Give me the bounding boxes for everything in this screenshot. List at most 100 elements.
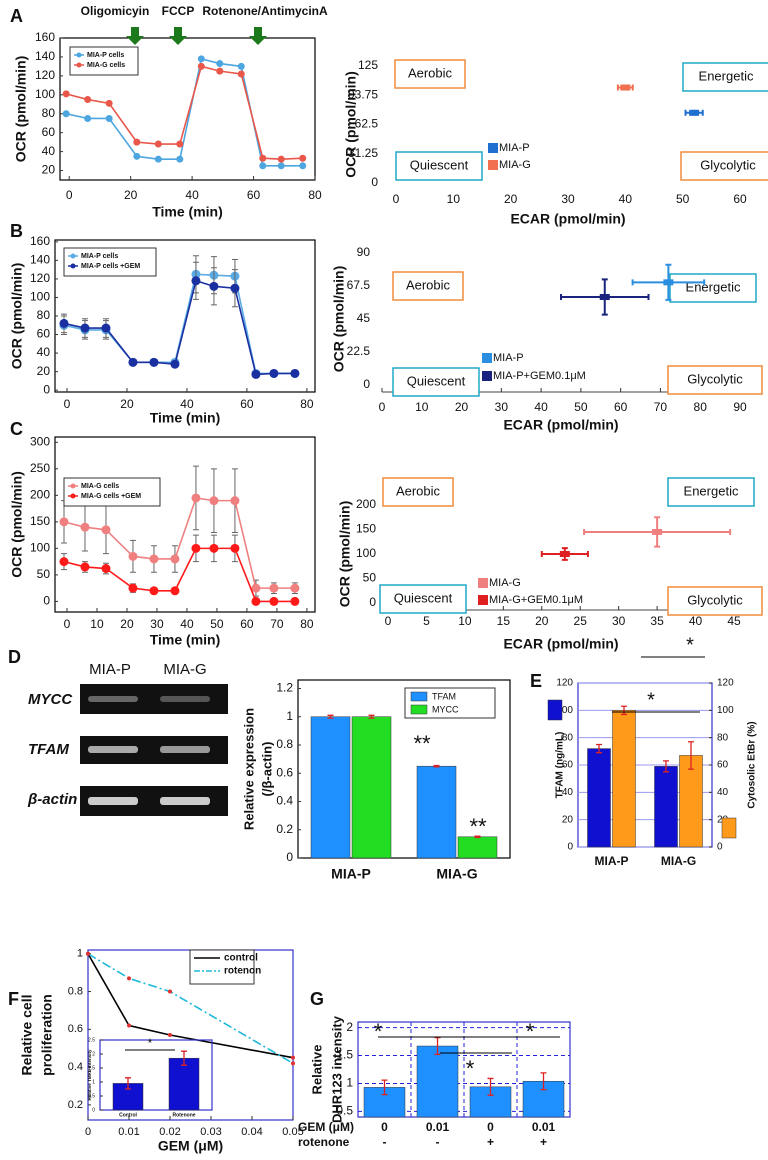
y-tick-label: 22.5 <box>347 344 371 358</box>
row-value: + <box>487 1135 494 1149</box>
data-point <box>86 951 90 956</box>
data-point <box>128 583 138 593</box>
y-tick-label: 93.75 <box>348 87 378 101</box>
x-tick-label: MIA-G <box>661 854 696 868</box>
series-line <box>63 279 295 376</box>
series-line <box>63 547 295 603</box>
y-tick-label: 80 <box>42 106 56 120</box>
legend-swatch <box>488 160 498 170</box>
x-axis-label: GEM (μM) <box>158 1138 223 1154</box>
data-point <box>689 109 700 116</box>
quadrant-label: Glycolytic <box>700 157 756 172</box>
y-tick-label: 60 <box>562 760 574 771</box>
data-point <box>599 294 610 300</box>
y-tick-label: 0 <box>286 850 293 864</box>
x-tick-label: 10 <box>415 400 429 414</box>
y-axis-label: proliferation <box>39 994 55 1076</box>
data-point <box>290 368 300 378</box>
y-tick-label: 1.5 <box>336 1048 353 1062</box>
data-point <box>269 583 279 593</box>
x-tick-label: 80 <box>308 188 322 202</box>
y-axis-label: OCR (pmol/min) <box>331 266 347 373</box>
data-point <box>80 562 90 572</box>
y-tick-label: 125 <box>358 58 378 72</box>
x-tick-label: 10 <box>447 192 461 206</box>
annotation: * <box>466 1056 475 1081</box>
y-tick-label: 0.2 <box>276 822 293 836</box>
x-tick-label: MIA-P <box>331 866 371 882</box>
y-tick-label: 0 <box>363 377 370 391</box>
data-point <box>259 162 267 170</box>
axis-color-key <box>721 817 737 839</box>
quadrant-box <box>379 584 467 614</box>
quadrant-label: Glycolytic <box>687 371 743 386</box>
quadrant-label: Aerobic <box>408 65 453 80</box>
legend-label: MIA-G cells <box>81 483 119 490</box>
error-bar <box>487 1077 494 1096</box>
series-line <box>63 497 295 589</box>
data-point <box>290 596 300 606</box>
legend-label: MYCC <box>432 704 459 714</box>
legend-label: MIA-G cells <box>87 62 125 69</box>
row-label: GEM (μM) <box>298 1120 354 1134</box>
quadrant-label: Aerobic <box>396 483 441 498</box>
annotation: * <box>148 1036 153 1050</box>
y-tick-label: 1.2 <box>276 681 293 695</box>
injection-arrow <box>169 27 187 45</box>
y-tick-label: 20 <box>562 814 574 825</box>
x-tick-label: 30 <box>150 617 164 631</box>
data-point <box>209 543 219 553</box>
legend-swatch <box>482 353 492 363</box>
legend-label: MIA-G cells +GEM <box>81 493 141 500</box>
y-tick-label: 120 <box>30 271 50 285</box>
y-tick-label: 2 <box>92 1051 95 1057</box>
data-point <box>237 70 245 78</box>
y-tick-label: 100 <box>30 541 50 555</box>
data-point <box>197 62 205 70</box>
legend-label: control <box>224 953 258 964</box>
data-point <box>291 1061 295 1066</box>
x-tick-label: 40 <box>534 400 548 414</box>
legend-label: MIA-P cells <box>87 52 124 59</box>
legend-label: rotenon <box>224 966 261 977</box>
data-point <box>652 528 663 535</box>
data-point <box>170 554 180 564</box>
legend-label: MIA-G <box>489 577 521 589</box>
legend-label: MIA-P cells <box>81 253 118 260</box>
y-tick-label: 0.4 <box>276 794 293 808</box>
data-point <box>128 551 138 561</box>
data-point <box>168 989 172 994</box>
data-point <box>62 110 70 118</box>
y-tick-label: 0.5 <box>88 1093 95 1099</box>
data-point <box>80 522 90 532</box>
y-tick-label: 0 <box>567 842 573 853</box>
quadrant-box <box>392 271 464 301</box>
bar <box>310 716 351 859</box>
y-tick-label: 40 <box>562 787 574 798</box>
panel-label: D <box>8 647 21 667</box>
data-point <box>191 276 201 286</box>
gel-gene-label: TFAM <box>28 741 69 758</box>
y-tick-label: 40 <box>717 787 729 798</box>
legend-swatch <box>478 578 488 588</box>
y-tick-label: 150 <box>30 514 50 528</box>
error-bar <box>181 1050 187 1066</box>
gel-gene-label: MYCC <box>28 691 73 708</box>
quadrant-box <box>382 477 454 507</box>
error-bar <box>474 835 481 839</box>
legend-label: TFAM <box>432 691 456 701</box>
data-point <box>176 155 184 163</box>
y-tick-label: 160 <box>30 234 50 248</box>
x-tick-label: 30 <box>561 192 575 206</box>
error-bar <box>433 764 440 768</box>
series-line <box>65 65 303 160</box>
y-tick-label: 300 <box>30 434 50 448</box>
data-point <box>216 60 224 68</box>
y-tick-label: 0.6 <box>276 765 293 779</box>
x-tick-label: 80 <box>300 397 314 411</box>
x-tick-label: Rotenone <box>172 1112 195 1118</box>
data-point <box>62 90 70 98</box>
data-point <box>133 138 141 146</box>
legend-swatch <box>410 704 428 715</box>
data-point <box>149 554 159 564</box>
